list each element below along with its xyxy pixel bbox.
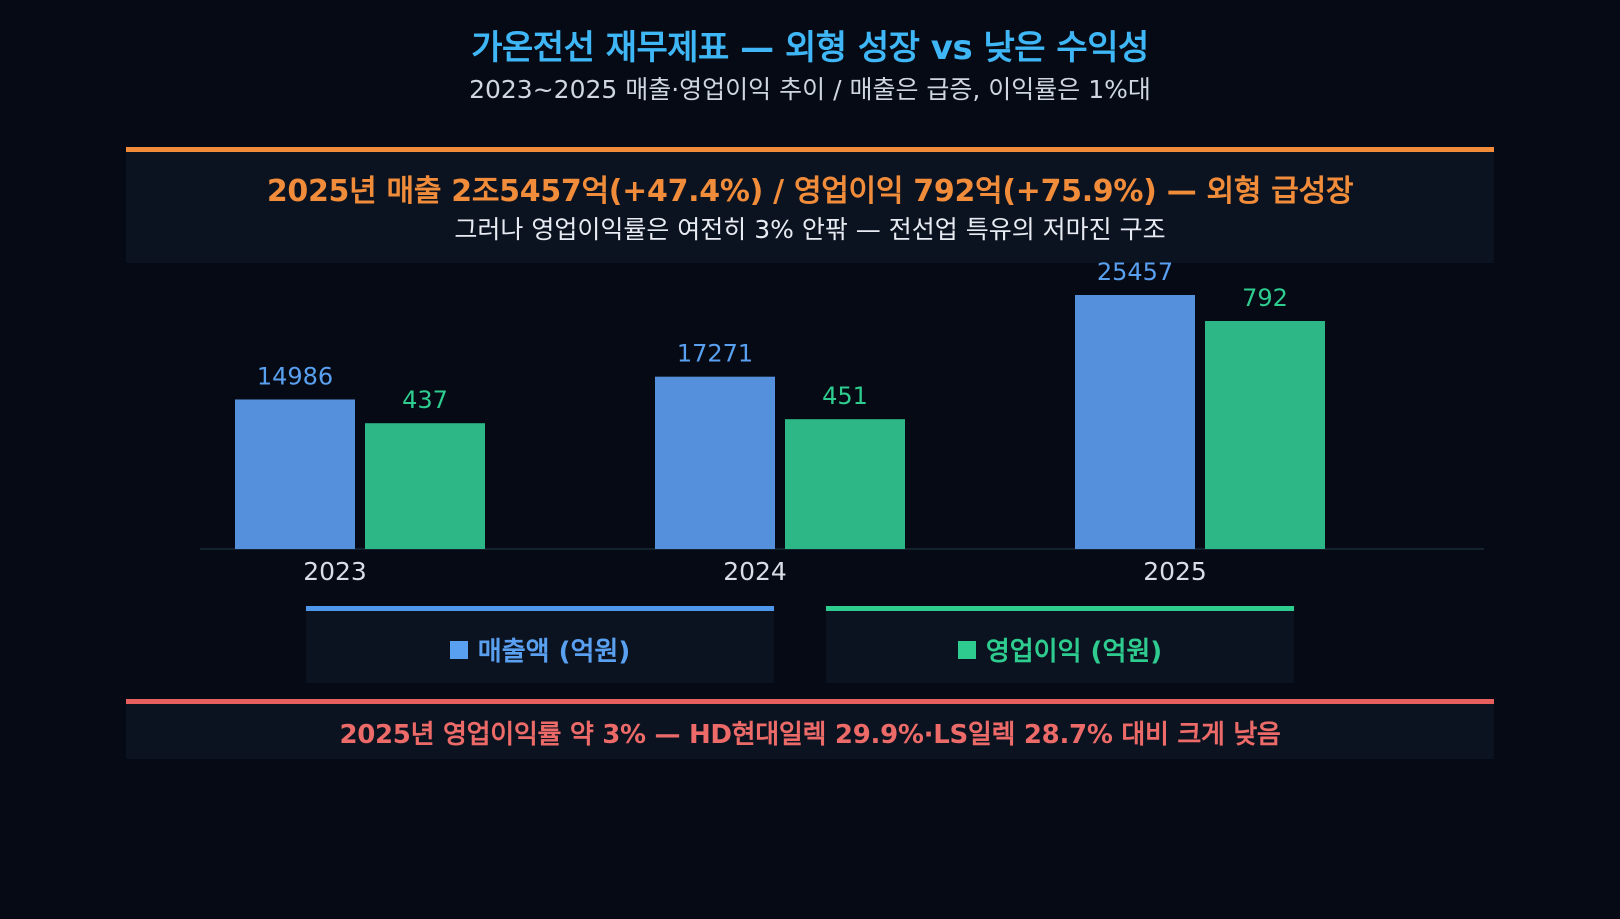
- x-tick-label-2025: 2025: [1143, 557, 1207, 586]
- legend-label-operating-profit: 영업이익 (억원): [985, 637, 1163, 667]
- data-label-operating-profit-2024: 451: [822, 382, 868, 410]
- headline-main: 2025년 매출 2조5457억(+47.4%) / 영업이익 792억(+75…: [266, 174, 1354, 209]
- x-tick-label-2023: 2023: [303, 557, 367, 586]
- data-label-operating-profit-2025: 792: [1242, 284, 1288, 312]
- data-label-operating-profit-2023: 437: [402, 386, 448, 414]
- legend-revenue: 매출액 (억원): [306, 606, 774, 683]
- data-label-revenue-2023: 14986: [257, 362, 333, 390]
- headline-box: 2025년 매출 2조5457억(+47.4%) / 영업이익 792억(+75…: [126, 147, 1494, 263]
- data-label-revenue-2025: 25457: [1097, 258, 1173, 286]
- legend-operating-profit: 영업이익 (억원): [826, 606, 1294, 683]
- x-tick-label-2024: 2024: [723, 557, 787, 586]
- bar-revenue-2025: [1075, 295, 1195, 549]
- legend-swatch-revenue: [449, 641, 468, 659]
- bar-operating-profit-2023: [365, 423, 485, 549]
- bar-revenue-2024: [655, 376, 775, 549]
- headline-sub: 그러나 영업이익률은 여전히 3% 안팎 — 전선업 특유의 저마진 구조: [454, 215, 1166, 244]
- bar-operating-profit-2024: [785, 419, 905, 549]
- page-subtitle: 2023~2025 매출·영업이익 추이 / 매출은 급증, 이익률은 1%대: [469, 75, 1151, 104]
- bar-operating-profit-2025: [1205, 321, 1325, 549]
- page-title: 가온전선 재무제표 — 외형 성장 vs 낮은 수익성: [471, 28, 1149, 68]
- data-label-revenue-2024: 17271: [677, 340, 753, 368]
- legend-label-revenue: 매출액 (억원): [477, 637, 631, 667]
- footer-box: 2025년 영업이익률 약 3% — HD현대일렉 29.9%·LS일렉 28.…: [126, 699, 1494, 759]
- bar-revenue-2023: [235, 399, 355, 549]
- footer-text: 2025년 영업이익률 약 3% — HD현대일렉 29.9%·LS일렉 28.…: [339, 720, 1281, 750]
- legend-swatch-operating-profit: [957, 641, 976, 659]
